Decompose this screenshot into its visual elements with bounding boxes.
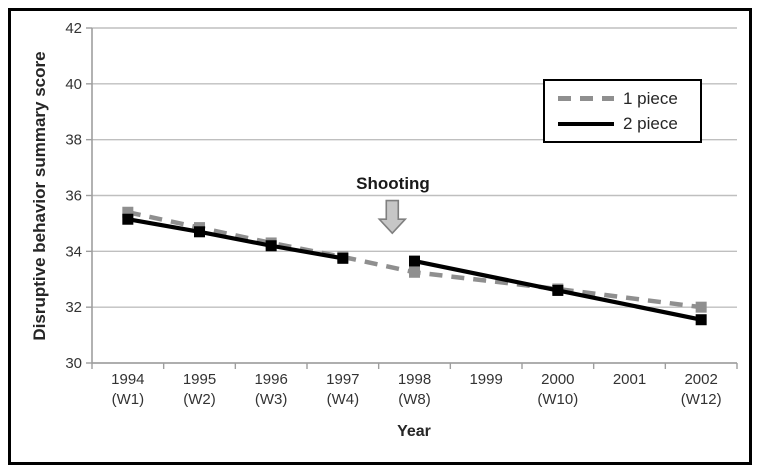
y-tick-label: 42 [65,20,82,37]
x-tick-label-year: 2002 [684,371,717,388]
data-point-marker-2-piece [122,213,134,225]
x-tick-label-wave: (W12) [681,391,722,408]
dashed-line-swatch-icon [558,96,614,101]
x-tick-label-wave: (W1) [112,391,145,408]
x-tick-label-year: 1994 [111,371,144,388]
y-tick-label: 38 [65,132,82,149]
series-line-2-piece [127,217,344,261]
x-tick-label-year: 1998 [398,371,431,388]
x-tick-label-wave: (W10) [537,391,578,408]
data-point-marker-1-piece [122,206,134,218]
legend-label-2-piece: 2 piece [623,113,678,133]
x-tick-label-year: 1996 [254,371,287,388]
x-axis-title: Year [397,423,431,440]
data-point-marker-1-piece [409,266,420,278]
y-tick-label: 32 [65,299,82,316]
x-tick-label-year: 1997 [326,371,359,388]
x-tick-label-wave: (W2) [183,391,216,408]
x-tick-label-wave: (W3) [255,391,288,408]
legend-item-1-piece: 1 piece [558,88,700,108]
y-tick-label: 36 [65,188,82,205]
data-point-marker-2-piece [695,314,707,326]
x-tick-label-year: 2001 [613,371,646,388]
x-tick-label-year: 1995 [183,371,216,388]
data-point-marker-2-piece [265,240,277,252]
data-point-marker-2-piece [194,226,205,238]
solid-line-swatch-icon [558,121,614,126]
y-tick-label: 30 [65,355,82,372]
x-tick-label-wave: (W8) [398,391,431,408]
data-point-marker-2-piece [337,252,349,264]
data-point-marker-1-piece [695,301,707,313]
y-tick-label: 40 [65,76,82,93]
data-point-marker-2-piece [409,255,420,267]
shooting-annotation-label: Shooting [356,174,430,193]
data-point-marker-2-piece [552,284,564,296]
shooting-arrow-icon [377,199,408,235]
x-tick-label-wave: (W4) [327,391,360,408]
y-axis-title: Disruptive behavior summary score [30,51,49,341]
legend-item-2-piece: 2 piece [558,113,700,133]
x-tick-label-year: 2000 [541,371,574,388]
y-tick-label: 34 [65,243,82,260]
x-tick-label-year: 1999 [469,371,502,388]
legend: 1 piece 2 piece [543,79,702,143]
legend-label-1-piece: 1 piece [623,88,678,108]
